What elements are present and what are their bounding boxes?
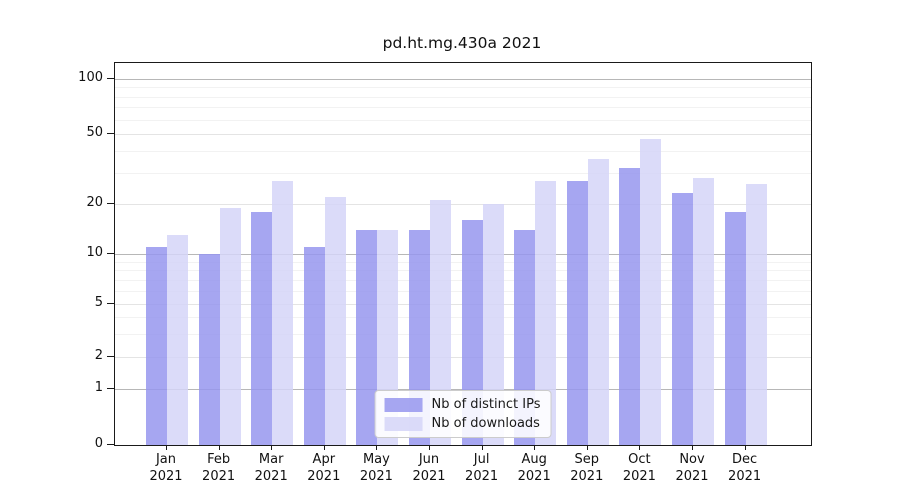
bar-jun-downloads — [430, 200, 451, 445]
x-tick-year-jun: 2021 — [412, 468, 446, 484]
y-tick-label-1: 1 — [94, 380, 103, 395]
bar-oct-distinct-ips — [619, 168, 641, 445]
bar-nov-downloads — [693, 178, 714, 445]
y-tick-mark-10 — [107, 253, 114, 254]
bar-jan-downloads — [167, 235, 188, 445]
gridline-y-50 — [115, 134, 811, 135]
x-tick-year-nov: 2021 — [675, 468, 709, 484]
x-tick-label-feb: Feb 2021 — [189, 452, 249, 485]
bar-may-distinct-ips — [356, 229, 378, 445]
bar-nov-distinct-ips — [672, 193, 693, 445]
bar-dec-downloads — [745, 183, 767, 445]
y-tick-label-20: 20 — [86, 195, 103, 210]
y-tick-label-50: 50 — [86, 125, 103, 140]
x-tick-label-sep: Sep 2021 — [557, 452, 617, 485]
legend-swatch-distinct-ips — [384, 397, 423, 412]
x-tick-label-apr: Apr 2021 — [294, 452, 354, 485]
x-tick-label-dec: Dec 2021 — [715, 452, 775, 485]
x-tick-label-oct: Oct 2021 — [609, 452, 669, 485]
y-tick-label-10: 10 — [86, 245, 103, 260]
x-tick-mark-aug — [534, 446, 536, 450]
bar-apr-downloads — [324, 196, 346, 445]
x-tick-label-nov: Nov 2021 — [662, 452, 722, 485]
legend: Nb of distinct IPs Nb of downloads — [374, 390, 552, 438]
bar-feb-distinct-ips — [198, 254, 220, 445]
bar-oct-downloads — [640, 138, 662, 445]
x-tick-year-feb: 2021 — [202, 468, 236, 484]
x-tick-label-mar: Mar 2021 — [241, 452, 301, 485]
x-tick-mark-feb — [218, 446, 220, 450]
bar-sep-distinct-ips — [566, 181, 588, 445]
legend-label-downloads: Nb of downloads — [431, 416, 540, 431]
gridline-y-60 — [115, 119, 811, 121]
x-tick-label-jun: Jun 2021 — [399, 452, 459, 485]
x-tick-year-oct: 2021 — [622, 468, 656, 484]
bar-apr-distinct-ips — [303, 247, 325, 445]
y-tick-mark-5 — [107, 303, 114, 304]
x-tick-year-may: 2021 — [359, 468, 393, 484]
bar-feb-downloads — [219, 207, 241, 445]
x-tick-mark-jan — [166, 446, 167, 450]
y-tick-mark-1 — [107, 388, 114, 389]
gridline-y-70 — [115, 107, 811, 109]
x-tick-mark-apr — [323, 446, 325, 450]
plot-area: Nb of distinct IPs Nb of downloads — [114, 62, 812, 446]
gridline-y-100 — [115, 79, 811, 80]
legend-label-distinct-ips: Nb of distinct IPs — [431, 397, 541, 412]
x-tick-mark-jul — [481, 446, 483, 450]
x-tick-year-apr: 2021 — [307, 468, 341, 484]
x-tick-year-sep: 2021 — [570, 468, 604, 484]
y-tick-mark-20 — [107, 203, 114, 204]
gridline-y-40 — [115, 151, 811, 153]
chart-title: pd.ht.mg.430a 2021 — [382, 34, 542, 52]
y-tick-label-5: 5 — [94, 295, 103, 310]
y-tick-label-0: 0 — [94, 436, 103, 451]
gridline-y-90 — [115, 87, 811, 89]
y-tick-label-2: 2 — [94, 348, 103, 363]
bar-jul-downloads — [482, 204, 504, 445]
x-tick-mark-mar — [271, 446, 273, 450]
bar-sep-downloads — [587, 159, 609, 445]
x-tick-mark-dec — [744, 446, 746, 450]
x-tick-label-may: May 2021 — [346, 452, 406, 485]
x-tick-year-jul: 2021 — [465, 468, 499, 484]
bar-jan-distinct-ips — [146, 247, 167, 445]
gridline-y-80 — [115, 96, 811, 98]
y-tick-label-100: 100 — [78, 70, 103, 85]
x-tick-year-jan: 2021 — [149, 468, 183, 484]
x-tick-label-jan: Jan 2021 — [136, 452, 196, 485]
x-tick-year-dec: 2021 — [728, 468, 762, 484]
legend-swatch-downloads — [384, 416, 423, 431]
x-tick-year-mar: 2021 — [254, 468, 288, 484]
x-tick-mark-oct — [639, 446, 641, 450]
x-tick-mark-nov — [692, 446, 693, 450]
gridline-y-20 — [115, 204, 811, 205]
bar-aug-downloads — [535, 181, 557, 445]
x-tick-label-jul: Jul 2021 — [452, 452, 512, 485]
y-tick-mark-100 — [107, 78, 114, 79]
x-tick-mark-sep — [586, 446, 588, 450]
bar-dec-distinct-ips — [724, 211, 746, 445]
y-tick-mark-50 — [107, 133, 114, 134]
x-tick-label-aug: Aug 2021 — [504, 452, 564, 485]
bar-mar-downloads — [272, 181, 294, 445]
x-tick-year-aug: 2021 — [517, 468, 551, 484]
bar-jul-distinct-ips — [461, 220, 483, 445]
bar-mar-distinct-ips — [251, 211, 273, 445]
y-tick-mark-2 — [107, 356, 114, 357]
gridline-y-30 — [115, 173, 811, 175]
x-tick-mark-jun — [429, 446, 430, 450]
legend-item-distinct-ips: Nb of distinct IPs — [384, 397, 541, 412]
y-tick-mark-0 — [107, 444, 114, 445]
x-tick-mark-may — [376, 446, 378, 450]
legend-item-downloads: Nb of downloads — [384, 416, 541, 431]
